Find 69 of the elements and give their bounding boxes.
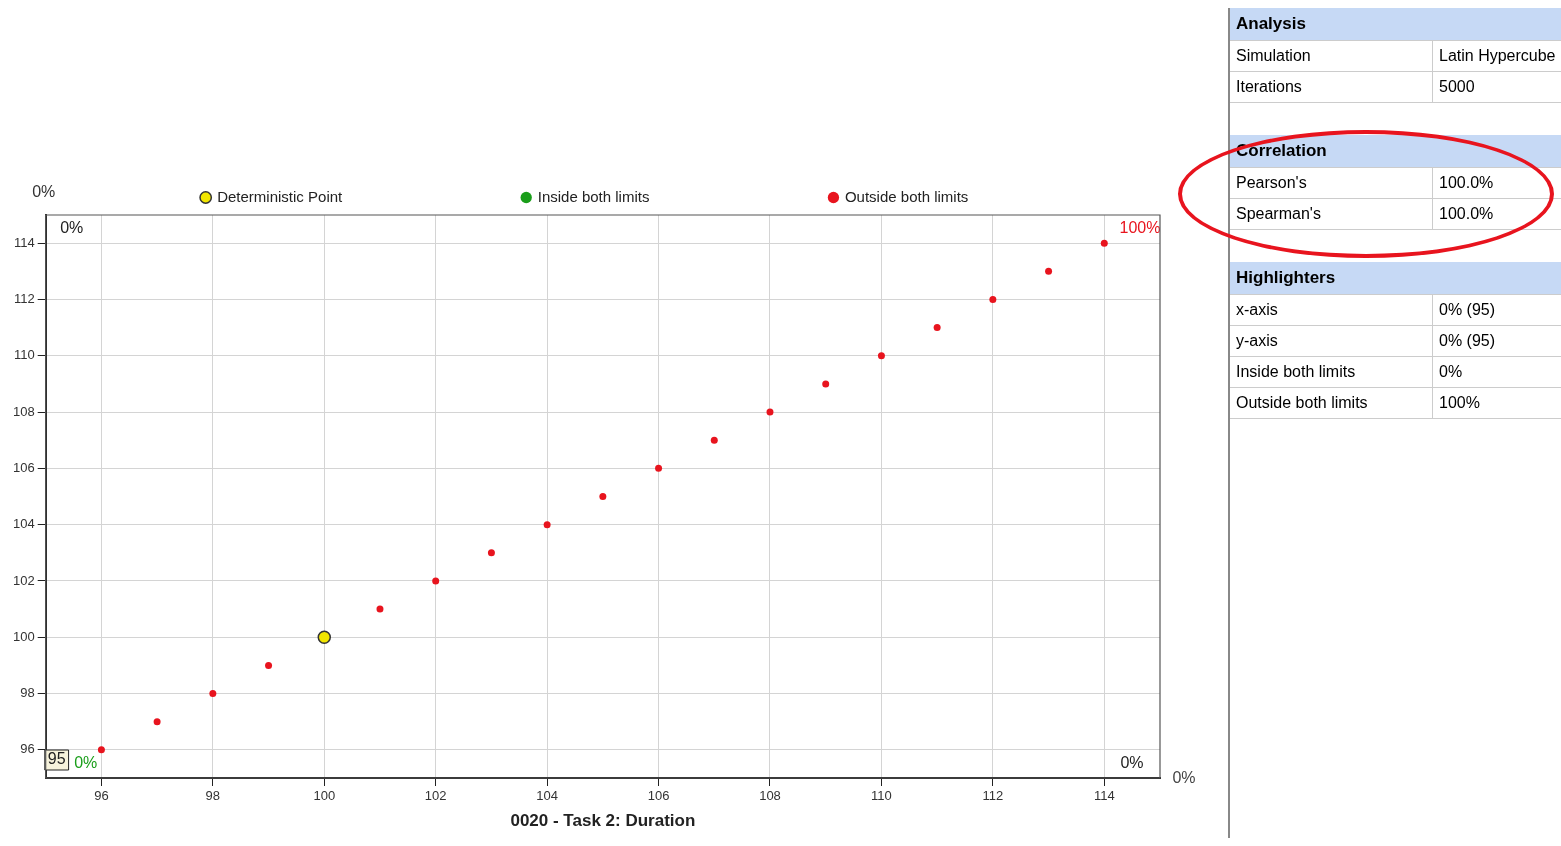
point (317, 630, 332, 644)
point (933, 324, 941, 332)
text: 0% (95) (1439, 332, 1496, 349)
point (97, 746, 105, 754)
y-tick-label: 108 (12, 403, 35, 419)
legend-label: Deterministic Point (217, 187, 344, 205)
category-label: Iterations (1230, 71, 1433, 103)
text: 100.0% (1439, 205, 1494, 222)
annotation: 100% (1119, 219, 1161, 237)
category-label: Spearman's (1230, 198, 1433, 230)
x-tick-label: 104 (536, 788, 558, 804)
category-label: Simulation (1230, 40, 1433, 72)
x-tick-label: 114 (1093, 788, 1115, 804)
category-label: Inside both limits (1230, 356, 1433, 388)
point (487, 549, 495, 557)
x-tick-label: 100 (313, 788, 336, 804)
text: 0% (95) (1439, 301, 1496, 318)
y-tick-label: 100 (12, 628, 35, 644)
point (376, 605, 384, 613)
legend-label: Inside both limits (537, 187, 650, 205)
category-label: Analysis (1230, 8, 1561, 41)
point (766, 408, 774, 416)
point (822, 380, 830, 388)
x-tick-label: 98 (205, 788, 221, 804)
x-axis-title: 0020 - Task 2: Duration (510, 811, 696, 831)
text: 0% (32, 183, 56, 201)
category-label: Outside both limits (1230, 387, 1433, 419)
point (877, 352, 885, 360)
annotation: 0% (74, 754, 98, 772)
point (1045, 267, 1053, 275)
x-tick-label: 108 (759, 788, 781, 804)
y-tick-label: 112 (13, 291, 35, 307)
point (599, 493, 607, 500)
x-tick-label: 106 (647, 788, 670, 804)
point (432, 577, 440, 585)
legend-label: Outside both limits (844, 187, 969, 205)
point (209, 690, 217, 698)
point (710, 436, 718, 444)
y-tick-label: 114 (13, 234, 35, 250)
x-tick-label: 112 (982, 788, 1004, 804)
text: Latin Hypercube (1439, 47, 1556, 64)
x-tick-label: 102 (424, 788, 447, 804)
point (1100, 239, 1108, 247)
y-tick-label: 96 (20, 741, 35, 757)
category-label: Pearson's (1230, 167, 1433, 199)
annotation: 95 (47, 750, 66, 768)
point (655, 464, 663, 472)
text: 100% (1439, 394, 1480, 411)
point (153, 718, 161, 726)
point (265, 661, 273, 669)
y-tick-label: 106 (12, 459, 35, 475)
annotation: 0% (60, 219, 84, 237)
category-label: Correlation (1230, 135, 1561, 168)
category-label: x-axis (1230, 294, 1433, 326)
point (989, 295, 997, 303)
point (543, 521, 551, 529)
text: 5000 (1439, 78, 1475, 95)
y-tick-label: 104 (12, 516, 35, 532)
text: 0% (1439, 363, 1463, 380)
x-tick-label: 110 (871, 788, 892, 804)
text: 0% (1172, 769, 1196, 787)
y-tick-label: 102 (12, 572, 35, 588)
x-tick-label: 96 (94, 788, 109, 804)
y-tick-label: 98 (20, 685, 35, 701)
category-label: Highlighters (1230, 262, 1561, 295)
annotation: 0% (1120, 754, 1144, 772)
y-tick-label: 110 (13, 347, 35, 363)
category-label: y-axis (1230, 325, 1433, 357)
text: 100.0% (1439, 174, 1494, 191)
